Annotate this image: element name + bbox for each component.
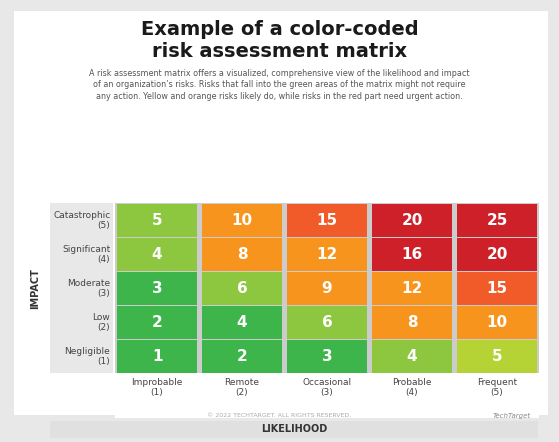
- Bar: [287, 238, 367, 271]
- Text: A risk assessment matrix offers a visualized, comprehensive view of the likeliho: A risk assessment matrix offers a visual…: [89, 69, 470, 101]
- Text: 1: 1: [152, 349, 162, 364]
- Text: Example of a color-coded
risk assessment matrix: Example of a color-coded risk assessment…: [141, 20, 418, 61]
- Text: Low
(2): Low (2): [93, 313, 110, 332]
- Bar: [202, 204, 282, 236]
- Text: Catastrophic
(5): Catastrophic (5): [53, 211, 110, 230]
- Text: Negligible
(1): Negligible (1): [65, 347, 110, 366]
- Bar: [457, 204, 537, 236]
- Text: LIKELIHOOD: LIKELIHOOD: [261, 424, 328, 434]
- Text: 4: 4: [406, 349, 418, 364]
- Bar: [287, 306, 367, 339]
- Bar: [117, 204, 197, 236]
- Bar: [372, 306, 452, 339]
- Text: 15: 15: [486, 281, 508, 296]
- Text: Frequent
(5): Frequent (5): [477, 378, 517, 397]
- Text: 2: 2: [236, 349, 248, 364]
- Text: 3: 3: [321, 349, 333, 364]
- Text: 6: 6: [236, 281, 248, 296]
- Text: 25: 25: [486, 213, 508, 228]
- Text: 4: 4: [236, 315, 248, 330]
- Text: 10: 10: [486, 315, 508, 330]
- Text: 8: 8: [236, 247, 248, 262]
- Text: 10: 10: [231, 213, 253, 228]
- Text: Moderate
(3): Moderate (3): [67, 279, 110, 298]
- Text: 12: 12: [316, 247, 338, 262]
- Text: Significant
(4): Significant (4): [62, 245, 110, 264]
- Text: 5: 5: [151, 213, 163, 228]
- Text: 16: 16: [401, 247, 423, 262]
- Bar: [202, 340, 282, 373]
- Bar: [202, 272, 282, 305]
- Bar: [457, 238, 537, 271]
- Text: TechTarget: TechTarget: [493, 413, 531, 419]
- Text: IMPACT: IMPACT: [30, 268, 40, 309]
- Bar: [457, 340, 537, 373]
- Bar: [287, 272, 367, 305]
- Text: Occasional
(3): Occasional (3): [302, 378, 352, 397]
- Bar: [457, 306, 537, 339]
- Bar: [202, 306, 282, 339]
- Bar: [372, 204, 452, 236]
- Text: 5: 5: [491, 349, 503, 364]
- Bar: [117, 306, 197, 339]
- Text: 6: 6: [321, 315, 333, 330]
- Text: 3: 3: [151, 281, 163, 296]
- Text: 9: 9: [321, 281, 333, 296]
- Bar: [202, 238, 282, 271]
- Text: © 2022 TECHTARGET. ALL RIGHTS RESERVED.: © 2022 TECHTARGET. ALL RIGHTS RESERVED.: [207, 413, 352, 418]
- Bar: [372, 340, 452, 373]
- Text: 2: 2: [151, 315, 163, 330]
- Bar: [372, 238, 452, 271]
- Bar: [117, 272, 197, 305]
- Text: 20: 20: [486, 247, 508, 262]
- Text: 8: 8: [406, 315, 418, 330]
- Text: 20: 20: [401, 213, 423, 228]
- Text: Improbable
(1): Improbable (1): [131, 378, 183, 397]
- Text: Probable
(4): Probable (4): [392, 378, 432, 397]
- Bar: [372, 272, 452, 305]
- Bar: [287, 340, 367, 373]
- Bar: [117, 340, 197, 373]
- Bar: [117, 238, 197, 271]
- Text: 15: 15: [316, 213, 338, 228]
- Text: Remote
(2): Remote (2): [225, 378, 259, 397]
- Text: 12: 12: [401, 281, 423, 296]
- Bar: [287, 204, 367, 236]
- Bar: [457, 272, 537, 305]
- Text: 4: 4: [151, 247, 163, 262]
